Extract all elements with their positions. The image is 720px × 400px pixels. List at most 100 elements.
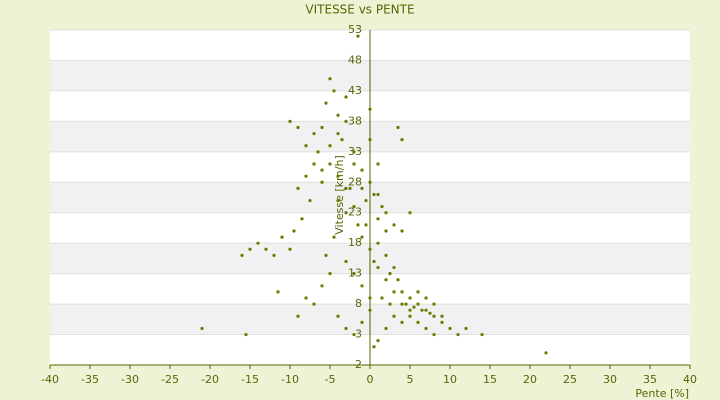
point (288, 119, 292, 123)
x-tick-label: 25 (563, 373, 577, 386)
y-tick-label: 8 (355, 297, 362, 310)
point (420, 308, 424, 312)
point (372, 345, 376, 349)
point (368, 308, 372, 312)
point (412, 305, 416, 309)
point (400, 320, 404, 324)
point (304, 144, 308, 148)
point (348, 186, 352, 190)
point (376, 192, 380, 197)
point (364, 198, 368, 203)
point (360, 186, 364, 190)
point (368, 247, 372, 251)
y-tick-label: 28 (348, 175, 362, 188)
point (320, 180, 324, 184)
point (316, 150, 320, 154)
point (352, 272, 356, 276)
point (368, 107, 372, 111)
point (344, 186, 348, 190)
point (308, 198, 312, 203)
point (296, 314, 300, 318)
point (296, 186, 300, 190)
point (368, 138, 372, 142)
point (416, 320, 420, 324)
point (428, 311, 432, 315)
point (424, 296, 428, 300)
x-tick-label: -20 (201, 373, 219, 386)
point (272, 253, 276, 257)
point (440, 320, 444, 324)
point (344, 259, 348, 264)
y-tick-label: 23 (348, 206, 362, 219)
point (368, 296, 372, 300)
point (304, 174, 308, 178)
point (344, 95, 348, 99)
point (356, 223, 360, 227)
point (400, 138, 404, 142)
x-tick-label: -15 (241, 373, 259, 386)
point (280, 235, 284, 239)
y-tick-label: 3 (355, 328, 362, 341)
point (352, 150, 356, 154)
x-tick-label: 35 (643, 373, 657, 386)
point (456, 332, 460, 337)
point (328, 272, 332, 276)
point (408, 296, 412, 300)
point (200, 326, 204, 331)
x-axis-label: Pente [%] (635, 387, 689, 400)
point (408, 314, 412, 318)
point (464, 326, 468, 331)
point (320, 125, 324, 130)
point (356, 34, 360, 38)
x-tick-label: 40 (683, 373, 697, 386)
point (264, 247, 268, 251)
point (440, 314, 444, 318)
point (344, 119, 348, 123)
point (384, 326, 388, 331)
point (304, 296, 308, 300)
point (384, 278, 388, 282)
chart-title: VITESSE vs PENTE (305, 3, 414, 17)
point (360, 284, 364, 288)
point (292, 229, 296, 233)
x-tick-label: -10 (281, 373, 299, 386)
point (364, 223, 368, 227)
point (432, 302, 436, 306)
x-tick-label: -5 (325, 373, 336, 386)
point (336, 174, 340, 178)
point (376, 217, 380, 221)
point (396, 278, 400, 282)
point (352, 332, 356, 337)
x-tick-label: 10 (443, 373, 457, 386)
y-tick-label: 53 (348, 23, 362, 36)
x-tick-label: -25 (161, 373, 179, 386)
point (396, 125, 400, 130)
point (408, 308, 412, 312)
point (248, 247, 252, 251)
x-tick-label: 30 (603, 373, 617, 386)
point (312, 131, 316, 136)
point (324, 253, 328, 257)
point (392, 314, 396, 318)
point (448, 326, 452, 331)
point (332, 89, 336, 93)
point (320, 284, 324, 288)
point (376, 339, 380, 343)
point (300, 217, 304, 221)
point (324, 101, 328, 105)
point (332, 235, 336, 239)
point (432, 314, 436, 318)
x-tick-label: 15 (483, 373, 497, 386)
y-axis-label: Vitesse [km/h] (333, 155, 346, 235)
point (384, 211, 388, 215)
point (328, 144, 332, 148)
point (400, 290, 404, 294)
point (392, 265, 396, 270)
point (376, 265, 380, 270)
point (256, 241, 260, 245)
point (376, 241, 380, 245)
point (432, 332, 436, 337)
point (288, 247, 292, 251)
point (312, 162, 316, 166)
